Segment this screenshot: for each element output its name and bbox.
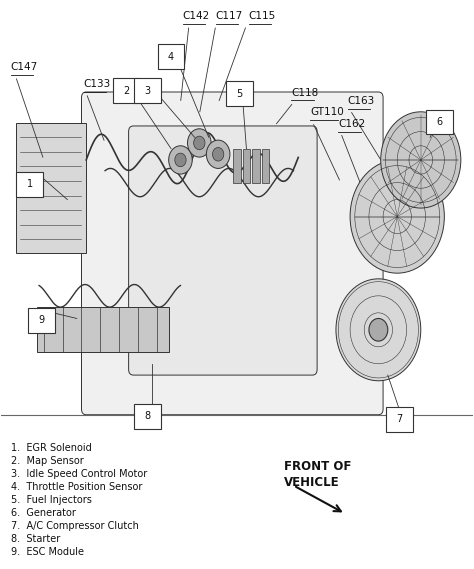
Text: 4: 4 bbox=[168, 52, 174, 62]
Bar bbox=[36, 307, 169, 352]
Text: 8: 8 bbox=[145, 411, 151, 422]
Text: C133: C133 bbox=[84, 79, 111, 89]
Circle shape bbox=[369, 319, 388, 341]
Bar bbox=[243, 149, 250, 183]
Text: 9.  ESC Module: 9. ESC Module bbox=[11, 547, 84, 557]
Text: C162: C162 bbox=[338, 119, 365, 129]
Text: C117: C117 bbox=[216, 11, 243, 21]
FancyBboxPatch shape bbox=[113, 79, 139, 104]
Text: 6.  Generator: 6. Generator bbox=[11, 508, 76, 518]
Text: 9: 9 bbox=[38, 315, 45, 325]
Text: 5: 5 bbox=[236, 89, 243, 98]
Text: GT110: GT110 bbox=[310, 108, 344, 117]
Circle shape bbox=[336, 279, 421, 381]
FancyBboxPatch shape bbox=[226, 81, 253, 106]
Text: 7.  A/C Compressor Clutch: 7. A/C Compressor Clutch bbox=[11, 521, 139, 531]
Circle shape bbox=[212, 147, 224, 161]
FancyBboxPatch shape bbox=[158, 44, 184, 69]
Circle shape bbox=[188, 129, 211, 157]
Text: C115: C115 bbox=[249, 11, 276, 21]
Text: C147: C147 bbox=[11, 62, 38, 72]
Circle shape bbox=[175, 153, 186, 167]
Text: 4.  Throttle Position Sensor: 4. Throttle Position Sensor bbox=[11, 482, 142, 492]
Circle shape bbox=[206, 140, 230, 168]
FancyBboxPatch shape bbox=[134, 404, 161, 429]
FancyBboxPatch shape bbox=[128, 126, 317, 375]
FancyBboxPatch shape bbox=[17, 172, 43, 197]
Text: 2.  Map Sensor: 2. Map Sensor bbox=[11, 456, 83, 466]
Bar bbox=[252, 149, 260, 183]
FancyBboxPatch shape bbox=[82, 92, 383, 415]
Text: 7: 7 bbox=[396, 414, 403, 424]
Text: 6: 6 bbox=[437, 117, 443, 127]
Text: C142: C142 bbox=[183, 11, 210, 21]
Text: 5.  Fuel Injectors: 5. Fuel Injectors bbox=[11, 495, 91, 505]
Text: 1: 1 bbox=[27, 179, 33, 189]
Text: C118: C118 bbox=[291, 88, 319, 98]
FancyBboxPatch shape bbox=[427, 110, 453, 134]
Circle shape bbox=[381, 112, 461, 208]
Text: 8.  Starter: 8. Starter bbox=[11, 534, 60, 544]
FancyBboxPatch shape bbox=[16, 123, 86, 253]
Circle shape bbox=[350, 160, 444, 273]
Text: 3.  Idle Speed Control Motor: 3. Idle Speed Control Motor bbox=[11, 469, 147, 479]
Circle shape bbox=[194, 136, 205, 150]
FancyBboxPatch shape bbox=[134, 79, 161, 104]
FancyBboxPatch shape bbox=[28, 308, 55, 333]
Text: 3: 3 bbox=[145, 86, 151, 96]
Text: 2: 2 bbox=[123, 86, 129, 96]
Text: 1.  EGR Solenoid: 1. EGR Solenoid bbox=[11, 443, 91, 453]
Text: C163: C163 bbox=[348, 96, 375, 106]
Circle shape bbox=[169, 146, 192, 174]
Text: FRONT OF
VEHICLE: FRONT OF VEHICLE bbox=[284, 460, 352, 489]
FancyBboxPatch shape bbox=[386, 407, 413, 432]
Bar bbox=[233, 149, 241, 183]
Bar bbox=[262, 149, 269, 183]
